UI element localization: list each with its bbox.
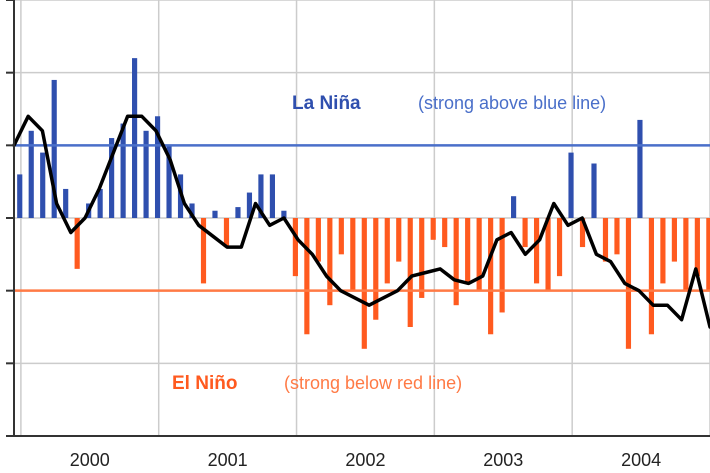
negative-bar <box>545 218 551 291</box>
index-bars <box>17 58 710 349</box>
negative-bar <box>373 218 379 320</box>
smoothed-index-line <box>12 114 710 329</box>
negative-bar <box>338 218 344 255</box>
negative-bar <box>200 218 207 284</box>
positive-bar <box>120 123 126 218</box>
positive-bar <box>97 188 103 218</box>
positive-bar <box>132 58 138 219</box>
negative-bar <box>407 218 413 327</box>
smoothed-line-layer <box>12 114 710 329</box>
negative-bar <box>465 218 471 284</box>
positive-bar <box>51 79 57 218</box>
negative-bar <box>579 218 586 248</box>
negative-bar <box>706 218 710 291</box>
negative-bar <box>74 218 80 269</box>
negative-bar <box>602 218 609 262</box>
threshold-lines <box>14 144 710 292</box>
negative-bar <box>499 218 505 313</box>
positive-bar <box>258 174 264 218</box>
positive-bar <box>246 192 253 218</box>
positive-bar <box>637 119 643 218</box>
negative-bar <box>533 218 540 284</box>
negative-bar <box>522 218 528 248</box>
positive-bar <box>28 130 34 218</box>
positive-bar <box>235 207 241 218</box>
positive-bar <box>40 152 46 218</box>
negative-bar <box>476 218 482 291</box>
positive-bar <box>166 145 172 218</box>
x-tick-label: 2003 <box>483 450 523 470</box>
positive-bar <box>17 174 23 218</box>
x-tick-label: 2004 <box>621 450 661 470</box>
positive-bar <box>591 163 597 218</box>
negative-bar <box>396 218 402 262</box>
negative-bar <box>350 218 356 291</box>
negative-bar <box>292 218 298 277</box>
negative-bar <box>315 218 321 262</box>
el-nino-note: (strong below red line) <box>284 373 462 393</box>
positive-bar <box>212 210 218 218</box>
positive-bar <box>143 130 149 218</box>
la-nina-note: (strong above blue line) <box>418 93 606 113</box>
x-tick-label: 2000 <box>70 450 110 470</box>
negative-bar <box>419 218 425 298</box>
negative-bar <box>304 218 310 335</box>
negative-bar <box>694 218 700 277</box>
negative-bar <box>442 218 448 248</box>
negative-bar <box>683 218 689 291</box>
positive-bar <box>269 174 275 218</box>
negative-bar <box>453 218 459 306</box>
negative-bar <box>614 218 620 255</box>
negative-bar <box>327 218 333 306</box>
negative-bar <box>660 218 666 284</box>
negative-bar <box>384 218 390 284</box>
negative-bar <box>648 218 655 335</box>
positive-bar <box>154 116 161 218</box>
negative-bar <box>488 218 494 335</box>
axes: 2000 2001 2002 2003 2004 <box>6 0 710 470</box>
positive-bar <box>109 138 115 218</box>
negative-bar <box>430 218 436 240</box>
la-nina-label: La Niña <box>292 93 361 114</box>
positive-bar <box>568 152 574 218</box>
negative-bar <box>223 218 230 248</box>
el-nino-label: El Niño <box>172 373 237 394</box>
negative-bar <box>556 218 563 277</box>
positive-bar <box>189 203 195 218</box>
positive-bar <box>281 210 287 218</box>
negative-bar <box>361 218 367 349</box>
positive-bar <box>511 196 517 218</box>
x-tick-label: 2001 <box>208 450 248 470</box>
x-tick-label: 2002 <box>345 450 385 470</box>
positive-bar <box>63 188 69 218</box>
negative-bar <box>671 218 677 262</box>
